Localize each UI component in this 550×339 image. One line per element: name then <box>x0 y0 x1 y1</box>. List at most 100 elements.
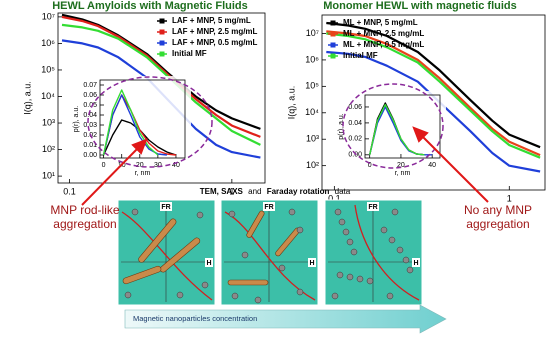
series-line <box>326 21 541 149</box>
plot-frame <box>364 94 441 159</box>
y-tick-label: 10³ <box>306 134 319 144</box>
x-axis-label: r, nm <box>135 170 151 177</box>
y-tick-label: 0.04 <box>83 112 97 119</box>
series-line <box>326 32 541 159</box>
inset-chart: 0.000.010.020.030.040.050.060.0701020304… <box>70 76 191 178</box>
y-tick-label: 10⁵ <box>305 81 319 91</box>
y-tick-label: 10⁷ <box>42 11 55 21</box>
y-tick-label: 10⁶ <box>305 54 319 64</box>
x-tick-label: 0.1 <box>63 186 76 196</box>
y-tick-label: 0.00 <box>348 152 362 159</box>
chart-title: Monomer HEWL with magnetic fluids <box>323 0 517 12</box>
x-tick-label: 20 <box>397 162 405 169</box>
x-tick-label: 0.1 <box>328 193 341 203</box>
series-line <box>369 103 425 156</box>
legend-label: LAF + MNP, 5 mg/mL <box>172 16 251 25</box>
series-line <box>61 13 261 130</box>
plot-frame <box>321 14 546 191</box>
y-tick-label: 0.03 <box>83 122 97 129</box>
y-tick-label: 10¹ <box>42 170 55 180</box>
y-tick-label: 10⁶ <box>41 38 55 48</box>
legend-label: LAF + MNP, 2.5 mg/mL <box>172 27 258 36</box>
y-tick-label: 10⁵ <box>41 64 55 74</box>
legend-marker <box>159 29 165 35</box>
highlight-ellipse <box>87 76 213 168</box>
legend-marker <box>159 18 165 24</box>
caption-part: Faraday rotation <box>267 187 330 196</box>
y-tick-label: 0.01 <box>83 142 97 149</box>
inset-background <box>335 91 446 178</box>
highlight-ellipse <box>342 83 444 169</box>
x-tick-label: 1 <box>229 186 234 196</box>
y-tick-label: 0.04 <box>348 120 362 127</box>
panel-y-label: FR <box>264 204 273 211</box>
y-tick-label: 0.06 <box>83 92 97 99</box>
legend-marker <box>330 42 336 48</box>
y-tick-label: 10² <box>42 144 55 154</box>
y-tick-label: 0.07 <box>83 82 97 89</box>
y-axis-label: p(r), a.u. <box>73 106 80 133</box>
y-tick-label: 0.00 <box>83 152 97 159</box>
panel-x-label: H <box>413 260 418 267</box>
x-tick-label: 30 <box>154 162 162 169</box>
x-tick-label: 1 <box>507 193 512 203</box>
plot-frame <box>99 79 186 159</box>
legend-marker <box>330 20 336 26</box>
y-tick-label: 0.05 <box>83 102 97 109</box>
y-tick-label: 0.02 <box>348 136 362 143</box>
panel-x-label: H <box>206 260 211 267</box>
inset-background <box>70 76 191 178</box>
y-tick-label: 10⁴ <box>41 91 55 101</box>
y-tick-label: 0.06 <box>348 104 362 111</box>
legend-marker <box>330 31 336 37</box>
y-tick-label: 10² <box>306 160 319 170</box>
pointer-arrows <box>81 126 489 206</box>
y-axis-label: I(q), a.u. <box>286 86 296 120</box>
x-tick-label: 40 <box>428 162 436 169</box>
main-chart: 10¹ 10² 10³ 10⁴ 10⁵ 10⁶ 10⁷ 0.1 1 HEWL Amyloids w… <box>22 0 266 196</box>
y-tick-label: 10³ <box>42 117 55 127</box>
x-tick-label: 40 <box>172 162 180 169</box>
legend-label: ML + MNP, 0.5 mg/mL <box>343 40 424 49</box>
series-line <box>102 89 159 156</box>
series-line <box>61 15 261 138</box>
concentration-arrow <box>124 304 447 334</box>
series-line <box>61 23 261 146</box>
y-tick-label: 10⁷ <box>306 28 319 38</box>
y-tick-label: 10⁴ <box>305 107 319 117</box>
x-axis-label: r, nm <box>395 170 411 177</box>
series-group <box>102 89 177 156</box>
arrow-label: Magnetic nanoparticles concentration <box>133 314 257 323</box>
legend-label: LAF + MNP, 0.5 mg/mL <box>172 38 258 47</box>
x-tick-label: 20 <box>136 162 144 169</box>
annotation: No any MNP aggregation <box>463 203 533 231</box>
schematic-caption: TEM, SAXS and Faraday rotation data <box>200 187 351 196</box>
panel-x-label: H <box>309 260 314 267</box>
x-tick-label: 0 <box>102 162 106 169</box>
x-tick-label: 0 <box>368 162 372 169</box>
caption-part: and <box>248 187 261 196</box>
legend-marker <box>159 40 165 46</box>
caption-part: data <box>335 187 351 196</box>
inset-chart: 0.00 0.02 0.04 0.06 0 20 40 p(r), a.u. r, nm <box>335 91 446 178</box>
legend-label: ML + MNP, 2.5 mg/mL <box>343 29 424 38</box>
plot-frame <box>57 12 266 184</box>
legend-label: Initial MF <box>172 49 207 58</box>
main-chart: 10² 10³ 10⁴ 10⁵ 10⁶ 10⁷ 0.1 1 Monomer HEWL with … <box>286 0 546 203</box>
y-axis-label: I(q), a.u. <box>22 81 32 115</box>
annotation: MNP rod-like aggregation <box>50 203 120 231</box>
legend-label: Initial MF <box>343 51 378 60</box>
panel-y-label: FR <box>161 204 170 211</box>
legend-label: ML + MNP, 5 mg/mL <box>343 18 418 27</box>
legend-marker <box>159 51 165 57</box>
legend-marker <box>330 53 336 59</box>
series-line <box>326 30 541 157</box>
chart-title: HEWL Amyloids with Magnetic Fluids <box>52 0 248 12</box>
schematic-panel <box>220 199 319 306</box>
schematic-panel <box>324 199 423 306</box>
caption-part: TEM, SAXS <box>200 187 244 196</box>
schematic-panel <box>117 199 216 306</box>
series-group <box>369 102 433 156</box>
